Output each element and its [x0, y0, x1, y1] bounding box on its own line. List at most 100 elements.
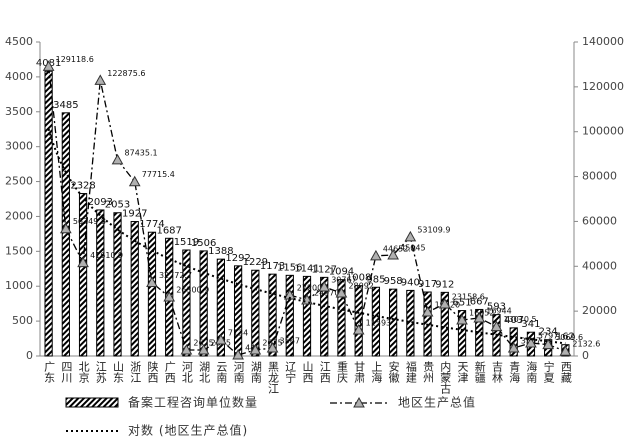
- x-tick-label: 北京: [77, 361, 90, 384]
- line-value-label: 28092: [348, 281, 373, 290]
- line-value-label: 7134: [228, 328, 248, 337]
- bar-value-label: 1388: [208, 246, 233, 257]
- bar: [320, 276, 329, 357]
- x-tick-label: 云南: [215, 361, 228, 383]
- line-marker: [232, 348, 244, 360]
- bar-value-label: 651: [452, 298, 471, 309]
- y-tick-label: 0: [26, 349, 33, 362]
- line-marker: [542, 338, 555, 350]
- bar-value-label: 3485: [53, 100, 78, 111]
- y2-tick-label: 100000: [582, 125, 624, 138]
- bar-value-label: 958: [384, 276, 403, 287]
- line-marker: [352, 323, 365, 335]
- bar: [337, 279, 346, 357]
- bar: [78, 193, 88, 357]
- bar-value-label: 234: [539, 327, 558, 338]
- line-marker: [507, 341, 520, 353]
- line-value-label: 446: [245, 343, 260, 352]
- y2-tick-label: 40000: [582, 259, 617, 272]
- bar-value-label: 1229: [243, 257, 268, 268]
- x-tick-label: 浙江: [129, 361, 142, 383]
- bar: [216, 258, 225, 357]
- y-tick-label: 3000: [5, 140, 33, 153]
- y-tick-label: 2500: [5, 175, 33, 188]
- line-marker: [266, 341, 279, 353]
- y2-tick-label: 80000: [582, 170, 617, 183]
- line-marker: [559, 345, 572, 356]
- x-tick-label: 天津: [456, 361, 469, 383]
- bar-value-label: 1127: [311, 264, 336, 275]
- x-tick-label: 陕西: [146, 360, 159, 383]
- bar-value-label: 593: [487, 302, 506, 313]
- x-tick-label: 河南: [232, 361, 245, 383]
- x-tick-label: 宁夏: [542, 360, 555, 383]
- x-tick-label: 重庆: [335, 360, 348, 384]
- bar-value-label: 1094: [329, 267, 354, 278]
- line-marker: [163, 290, 176, 302]
- x-tick-label: 湖北: [198, 361, 211, 383]
- line-value-label: 44652.8: [383, 244, 416, 253]
- bar-value-label: 1687: [156, 225, 181, 236]
- x-tick-label: 吉林: [490, 361, 503, 383]
- legend-swatch: [353, 396, 365, 408]
- line-value-label: 2675: [193, 339, 213, 348]
- x-tick-label: 福建: [404, 360, 417, 384]
- bar: [182, 249, 191, 357]
- bar: [96, 209, 105, 357]
- line-value-label: 77715.4: [142, 170, 175, 179]
- line-marker: [335, 286, 348, 298]
- bar-value-label: 1774: [139, 219, 164, 230]
- line-value-label: 2132.6: [572, 340, 600, 349]
- x-tick-label: 贵州: [422, 361, 435, 383]
- bar-value-label: 667: [470, 296, 489, 307]
- bar: [130, 221, 139, 357]
- legend-label: 地区生产总值: [398, 395, 476, 410]
- bar: [457, 310, 467, 357]
- line-value-label: 26300.9: [176, 286, 209, 295]
- y-tick-label: 500: [12, 314, 33, 327]
- bar-value-label: 341: [521, 319, 540, 330]
- line-marker: [490, 320, 503, 332]
- bar-value-label: 1292: [225, 253, 250, 264]
- x-tick-label: 海南: [525, 360, 538, 383]
- bar: [509, 327, 518, 357]
- line-marker: [473, 311, 486, 323]
- x-tick-label: 广西: [163, 361, 176, 383]
- bar-value-label: 403: [504, 315, 523, 326]
- line-marker: [525, 336, 537, 348]
- bar-value-label: 1173: [260, 261, 285, 272]
- bar: [44, 70, 53, 357]
- bar: [440, 291, 449, 357]
- x-tick-label: 山西: [301, 361, 314, 383]
- bar-value-label: 985: [366, 274, 385, 285]
- bar-value-label: 912: [435, 279, 454, 290]
- x-tick-label: 四川: [60, 361, 73, 383]
- x-tick-label: 江西: [318, 361, 331, 383]
- line-marker: [318, 280, 331, 292]
- x-tick-label: 甘肃: [353, 361, 366, 384]
- line-marker: [215, 333, 227, 345]
- line-value-label: 53109.9: [417, 225, 450, 234]
- line-marker: [128, 175, 141, 187]
- line-marker: [404, 230, 417, 242]
- x-tick-label: 江苏: [94, 361, 107, 384]
- bar: [268, 273, 277, 357]
- bar: [389, 288, 398, 357]
- line-marker: [387, 248, 399, 260]
- y-tick-label: 2000: [5, 209, 33, 222]
- x-tick-label: 广东: [43, 361, 56, 383]
- y-tick-label: 1500: [5, 244, 33, 257]
- line-value-label: 122875.6: [107, 69, 145, 78]
- line-value-label: 11593: [366, 318, 391, 327]
- line-marker: [456, 313, 468, 325]
- x-tick-label: 内蒙古: [439, 360, 452, 394]
- line-value-label: 87435.1: [125, 148, 158, 157]
- line-marker: [438, 298, 451, 309]
- line-marker: [94, 74, 107, 85]
- bar: [285, 274, 294, 357]
- x-tick-label: 辽宁: [284, 361, 297, 383]
- bar: [302, 275, 312, 357]
- line-value-label: 24970: [314, 288, 339, 297]
- line-value-label: 23158.6: [452, 293, 485, 302]
- line-marker: [421, 305, 434, 317]
